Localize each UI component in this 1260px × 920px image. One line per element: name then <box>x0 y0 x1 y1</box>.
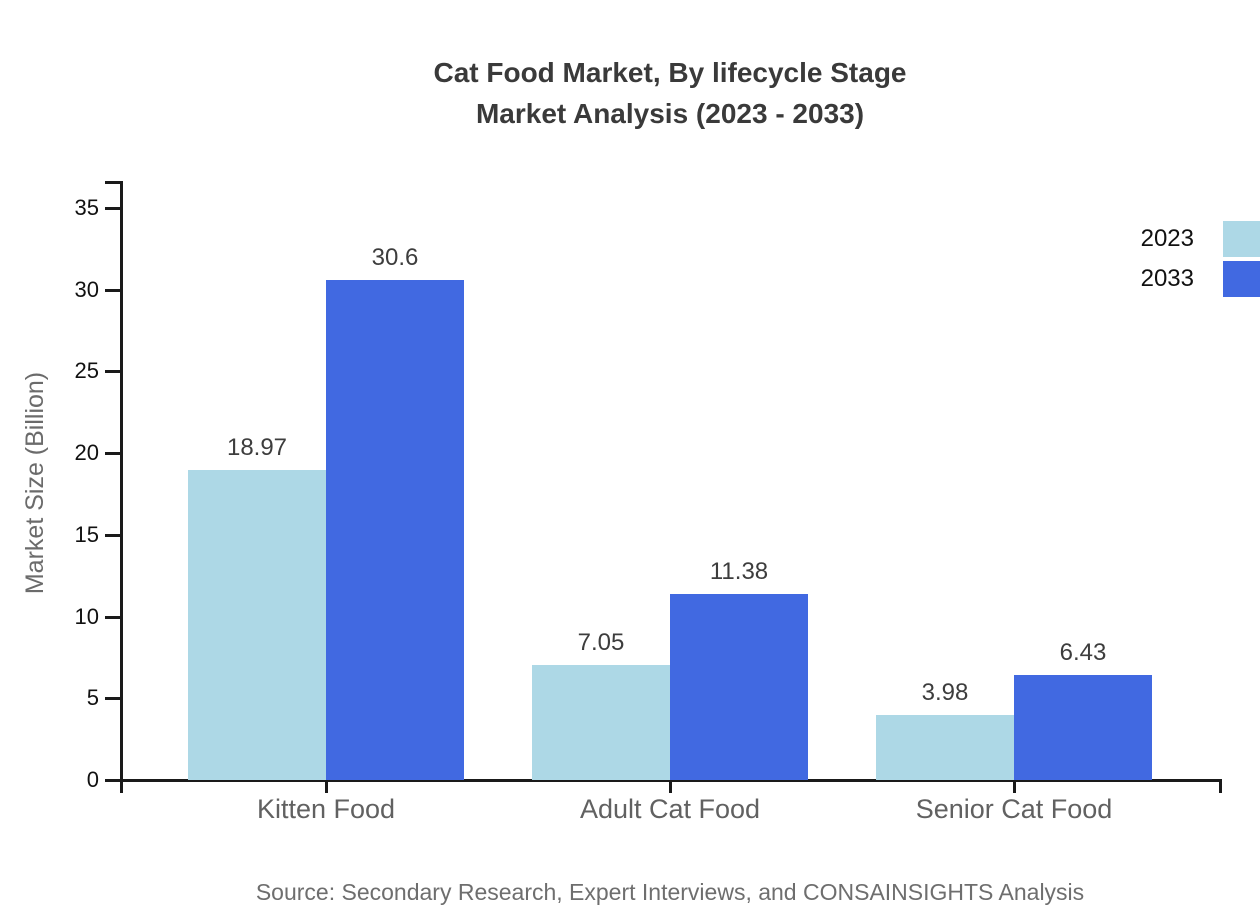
y-tick-label: 0 <box>86 767 99 792</box>
bar-2033-kitten-food <box>326 279 464 780</box>
x-axis-end-tick <box>1219 779 1222 793</box>
y-tick-mark <box>105 207 120 210</box>
y-tick-mark <box>105 697 120 701</box>
chart-title-line1: Cat Food Market, By lifecycle Stage <box>433 57 907 88</box>
y-tick-mark <box>105 288 120 292</box>
bar-2033-adult-cat-food <box>670 594 808 780</box>
y-tick-mark <box>105 779 120 782</box>
value-label-2023-senior-cat-food: 3.98 <box>921 678 969 706</box>
y-axis-top-cap-tick <box>105 181 120 184</box>
value-label-2033-kitten-food: 30.6 <box>371 243 419 271</box>
y-tick-label: 15 <box>74 521 99 547</box>
y-tick-label: 5 <box>86 685 99 711</box>
y-tick-mark <box>105 370 120 374</box>
chart-title: Cat Food Market, By lifecycle Stage Mark… <box>80 52 1260 134</box>
x-tick-mark <box>1013 780 1016 793</box>
y-tick-mark <box>105 615 120 619</box>
y-axis-line <box>120 181 123 793</box>
y-tick-label: 20 <box>74 440 99 466</box>
y-tick-label: 10 <box>74 603 99 629</box>
x-axis-line <box>105 779 1222 782</box>
value-label-2023-kitten-food: 18.97 <box>226 433 288 461</box>
bar-2033-senior-cat-food <box>1014 674 1152 780</box>
legend-label-2033: 2033 <box>1140 265 1194 292</box>
y-tick-mark <box>105 533 120 537</box>
y-tick-label: 30 <box>74 276 99 302</box>
category-label: Kitten Food <box>256 794 396 824</box>
source-note: Source: Secondary Research, Expert Inter… <box>255 879 1085 905</box>
bar-2023-senior-cat-food <box>876 714 1014 780</box>
value-label-2033-adult-cat-food: 11.38 <box>709 558 769 586</box>
y-tick-label: 25 <box>74 358 99 384</box>
x-tick-mark <box>669 780 672 793</box>
category-label: Adult Cat Food <box>579 794 761 824</box>
category-label: Senior Cat Food <box>915 794 1113 824</box>
legend-label-2023: 2023 <box>1140 225 1194 252</box>
y-tick-label: 35 <box>74 195 99 220</box>
legend-swatch-2023 <box>1223 221 1260 257</box>
value-label-2033-senior-cat-food: 6.43 <box>1059 638 1107 666</box>
bar-2023-kitten-food <box>188 469 326 780</box>
bar-2023-adult-cat-food <box>532 664 670 780</box>
legend-swatch-2033 <box>1223 261 1260 297</box>
x-tick-mark <box>325 780 328 793</box>
chart-title-line2: Market Analysis (2023 - 2033) <box>475 98 865 129</box>
value-label-2023-adult-cat-food: 7.05 <box>577 628 625 656</box>
y-tick-mark <box>105 452 120 456</box>
